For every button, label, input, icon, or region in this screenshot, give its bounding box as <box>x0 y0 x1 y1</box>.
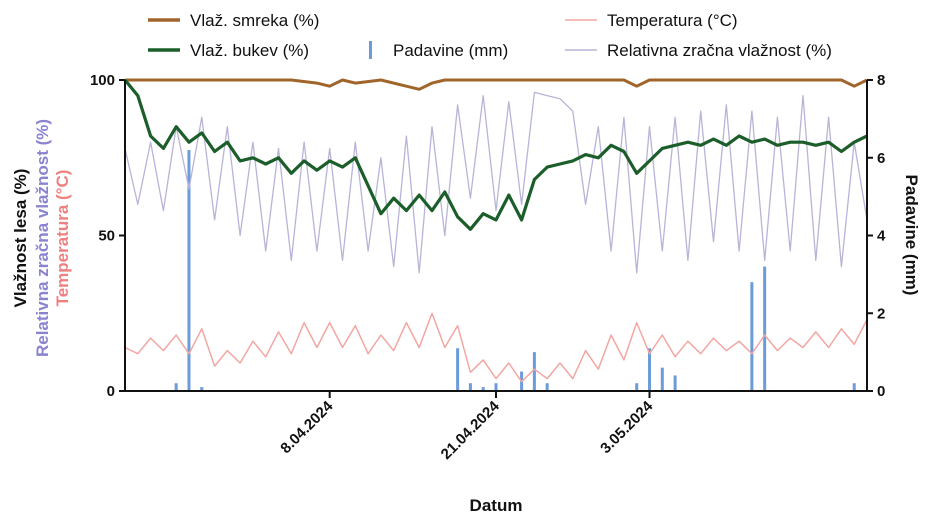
series-lines <box>123 78 868 383</box>
legend-swatch-padavine <box>369 41 372 59</box>
legend-label-bukev: Vlaž. bukev (%) <box>190 41 309 60</box>
x-tick-label-2: 3.05.2024 <box>597 397 657 457</box>
legend-label-rzv: Relativna zračna vlažnost (%) <box>607 41 832 60</box>
precip-bar-5 <box>481 387 485 391</box>
precip-bar-6 <box>494 383 498 391</box>
x-tick-label-1: 21.04.2024 <box>438 397 504 463</box>
y-axis-title-temperature: Temperatura (°C) <box>53 170 72 307</box>
series-line-bukev <box>123 78 868 231</box>
axes <box>124 80 868 392</box>
y2-axis-title: Padavine (mm) <box>902 175 921 296</box>
axis-titles: Datum Vlažnost lesa (%) Relativna zračna… <box>11 119 921 515</box>
precip-bar-15 <box>763 266 767 391</box>
x-tick-label-0: 8.04.2024 <box>277 397 337 457</box>
y2-tick-label-0: 0 <box>877 383 885 400</box>
precip-bar-1 <box>187 149 191 391</box>
legend-label-smreka: Vlaž. smreka (%) <box>190 11 319 30</box>
y-axis-title-wood-moisture: Vlažnost lesa (%) <box>11 169 30 308</box>
precip-bar-16 <box>852 383 856 391</box>
precip-bar-12 <box>660 367 664 391</box>
y-axis-title-air-humidity: Relativna zračna vlažnost (%) <box>33 119 52 357</box>
y-tick-label-0: 0 <box>107 383 115 400</box>
precip-bar-9 <box>545 383 549 391</box>
tick-marks: 0 50 100 0 2 4 6 8 8.04.2024 21.04.2024 3.05.2024 <box>90 72 886 463</box>
precip-bar-3 <box>456 348 460 391</box>
x-axis-title: Datum <box>470 496 523 515</box>
precip-bar-10 <box>635 383 639 391</box>
legend: Vlaž. smreka (%) Temperatura (°C) Vlaž. bu… <box>148 11 832 60</box>
series-line-rzv <box>124 91 868 274</box>
y-tick-label-50: 50 <box>98 228 115 245</box>
precip-bar-4 <box>468 383 472 391</box>
plot-area <box>123 78 868 391</box>
precipitation-bars <box>174 149 856 391</box>
precip-bar-8 <box>532 352 536 391</box>
y2-tick-label-2: 2 <box>877 305 885 322</box>
series-line-temperatura <box>124 312 868 383</box>
y2-tick-label-4: 4 <box>877 228 886 245</box>
precip-bar-0 <box>174 383 178 391</box>
y2-tick-label-6: 6 <box>877 150 885 167</box>
y-tick-label-100: 100 <box>90 72 115 89</box>
y2-tick-label-8: 8 <box>877 72 885 89</box>
precip-bar-14 <box>750 282 754 391</box>
legend-label-temperatura: Temperatura (°C) <box>607 11 738 30</box>
legend-label-padavine: Padavine (mm) <box>393 41 508 60</box>
precip-bar-13 <box>673 375 677 391</box>
series-line-smreka <box>125 78 868 91</box>
precip-bar-2 <box>200 387 204 391</box>
precip-bar-11 <box>648 348 652 391</box>
